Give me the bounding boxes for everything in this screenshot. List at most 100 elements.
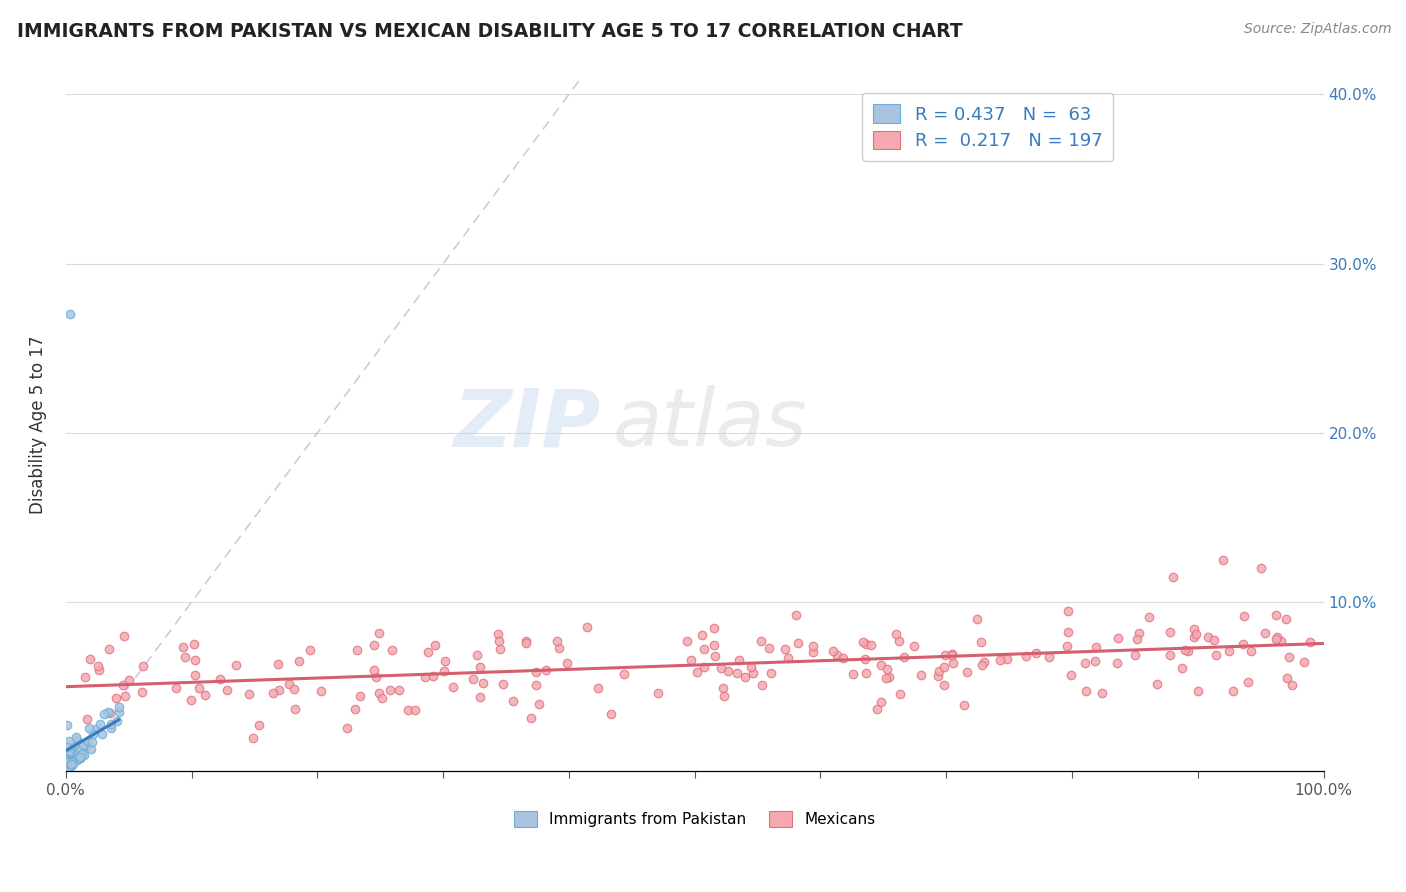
Point [60, 756, 83, 770]
Point [79, 652, 101, 666]
Point [180, 692, 202, 706]
Point [775, 642, 797, 657]
Point [1187, 684, 1209, 698]
Point [242, 731, 264, 745]
Point [107, 705, 129, 719]
Point [58, 745, 80, 759]
Point [1056, 639, 1078, 653]
Point [309, 684, 332, 698]
Point [1161, 570, 1184, 584]
Point [107, 700, 129, 714]
Point [58, 746, 80, 760]
Point [269, 682, 291, 697]
Point [825, 648, 848, 663]
Point [740, 660, 762, 674]
Point [368, 626, 391, 640]
Point [725, 666, 748, 681]
Point [879, 670, 901, 684]
Point [56, 755, 79, 769]
Point [966, 611, 988, 625]
Point [82, 727, 104, 741]
Point [66, 752, 89, 766]
Point [600, 706, 623, 721]
Point [910, 668, 932, 682]
Point [404, 703, 426, 717]
Point [973, 655, 995, 669]
Point [66, 751, 89, 765]
Point [58, 761, 80, 775]
Point [87, 663, 110, 677]
Point [1250, 561, 1272, 575]
Point [58, 756, 80, 771]
Point [55, 717, 77, 731]
Point [988, 653, 1011, 667]
Point [82, 735, 104, 749]
Point [65, 730, 87, 744]
Point [870, 695, 893, 709]
Point [112, 630, 135, 644]
Point [396, 703, 419, 717]
Point [488, 634, 510, 648]
Point [413, 670, 436, 684]
Point [1177, 644, 1199, 658]
Point [441, 681, 464, 695]
Point [278, 677, 301, 691]
Point [876, 662, 898, 676]
Point [84, 722, 107, 736]
Point [62, 744, 84, 758]
Point [467, 648, 489, 663]
Point [704, 649, 727, 664]
Point [1218, 644, 1240, 658]
Point [1060, 667, 1083, 681]
Point [100, 717, 122, 731]
Point [55, 761, 77, 775]
Y-axis label: Disability Age 5 to 17: Disability Age 5 to 17 [30, 335, 46, 514]
Point [100, 721, 122, 735]
Point [866, 702, 889, 716]
Point [927, 668, 949, 682]
Point [995, 651, 1018, 665]
Point [686, 665, 709, 679]
Point [1254, 625, 1277, 640]
Point [576, 620, 599, 634]
Point [821, 644, 844, 658]
Point [131, 685, 153, 699]
Point [343, 701, 366, 715]
Point [56, 758, 79, 772]
Point [188, 681, 211, 695]
Point [742, 665, 765, 680]
Point [786, 636, 808, 650]
Point [934, 660, 956, 674]
Point [217, 682, 239, 697]
Point [105, 714, 128, 728]
Point [378, 682, 401, 697]
Point [62, 754, 84, 768]
Point [1237, 675, 1260, 690]
Point [63, 746, 86, 760]
Point [1281, 678, 1303, 692]
Point [194, 688, 217, 702]
Point [472, 675, 495, 690]
Point [416, 644, 439, 658]
Point [860, 639, 883, 653]
Point [112, 677, 135, 691]
Point [1182, 631, 1205, 645]
Point [492, 677, 515, 691]
Point [346, 643, 368, 657]
Point [1137, 610, 1160, 624]
Point [80, 742, 103, 756]
Point [690, 628, 713, 642]
Point [55, 739, 77, 754]
Point [56, 755, 79, 769]
Point [89, 717, 111, 731]
Point [970, 658, 993, 673]
Point [56, 763, 79, 777]
Point [692, 641, 714, 656]
Point [832, 651, 855, 665]
Point [72, 739, 94, 753]
Point [1084, 654, 1107, 668]
Point [1107, 632, 1129, 646]
Point [77, 734, 100, 748]
Point [941, 648, 963, 662]
Point [98, 706, 121, 720]
